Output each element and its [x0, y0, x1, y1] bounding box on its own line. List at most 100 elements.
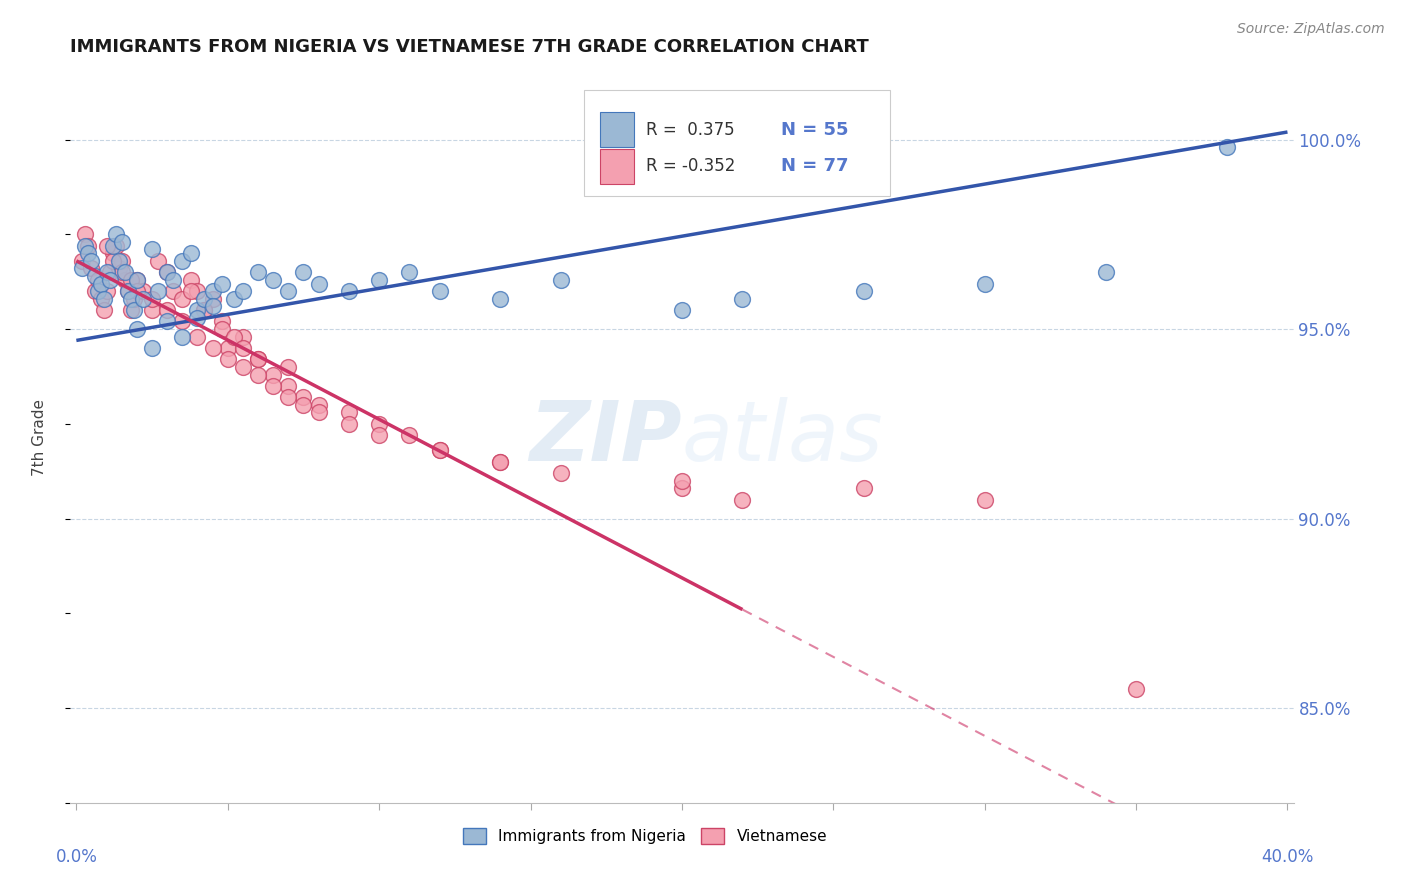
Point — [132, 292, 155, 306]
Point — [107, 253, 129, 268]
Point — [117, 284, 139, 298]
Point — [120, 292, 142, 306]
Text: 40.0%: 40.0% — [1261, 848, 1313, 866]
Point — [107, 261, 129, 276]
Point — [201, 341, 224, 355]
Point — [186, 310, 208, 325]
Point — [83, 268, 105, 283]
Point — [201, 299, 224, 313]
Point — [114, 273, 136, 287]
Text: N = 77: N = 77 — [780, 158, 848, 176]
Point — [222, 292, 245, 306]
Point — [93, 292, 115, 306]
Point — [101, 238, 124, 252]
Point — [125, 284, 148, 298]
Point — [277, 284, 299, 298]
FancyBboxPatch shape — [583, 90, 890, 195]
Point — [180, 284, 202, 298]
Point — [217, 341, 239, 355]
Point — [211, 314, 233, 328]
Point — [232, 329, 254, 343]
Point — [111, 235, 134, 249]
Point — [429, 443, 451, 458]
Point — [125, 273, 148, 287]
Point — [671, 303, 693, 318]
Point — [308, 398, 330, 412]
Point — [120, 273, 142, 287]
Point — [973, 492, 995, 507]
Point — [186, 329, 208, 343]
Point — [77, 246, 100, 260]
Point — [262, 273, 284, 287]
Text: ZIP: ZIP — [529, 397, 682, 477]
Point — [1094, 265, 1116, 279]
Point — [180, 273, 202, 287]
Text: IMMIGRANTS FROM NIGERIA VS VIETNAMESE 7TH GRADE CORRELATION CHART: IMMIGRANTS FROM NIGERIA VS VIETNAMESE 7T… — [70, 38, 869, 56]
Text: atlas: atlas — [682, 397, 883, 477]
Point — [98, 273, 121, 287]
Point — [193, 303, 215, 318]
Bar — [600, 149, 634, 184]
Text: R =  0.375: R = 0.375 — [647, 121, 735, 139]
Text: 0.0%: 0.0% — [55, 848, 97, 866]
Point — [337, 284, 360, 298]
Point — [368, 428, 391, 442]
Point — [973, 277, 995, 291]
Point — [337, 405, 360, 419]
Point — [489, 455, 512, 469]
Point — [156, 314, 179, 328]
Point — [292, 390, 315, 404]
Point — [146, 253, 169, 268]
Point — [132, 284, 155, 298]
Point — [368, 273, 391, 287]
Point — [80, 253, 103, 268]
Point — [86, 284, 108, 298]
Point — [80, 261, 103, 276]
Point — [852, 284, 875, 298]
Point — [117, 284, 139, 298]
Point — [104, 238, 127, 252]
Point — [141, 243, 163, 257]
Point — [111, 253, 134, 268]
Point — [104, 227, 127, 242]
Point — [211, 322, 233, 336]
Point — [277, 379, 299, 393]
Point — [277, 359, 299, 374]
Point — [368, 417, 391, 431]
Point — [489, 292, 512, 306]
Point — [247, 352, 270, 367]
Point — [156, 303, 179, 318]
Text: N = 55: N = 55 — [780, 121, 848, 139]
Point — [120, 303, 142, 318]
Point — [550, 273, 572, 287]
Point — [114, 265, 136, 279]
Point — [550, 466, 572, 480]
Point — [156, 265, 179, 279]
Point — [101, 253, 124, 268]
Point — [180, 246, 202, 260]
Point — [141, 292, 163, 306]
Point — [141, 303, 163, 318]
Point — [72, 253, 94, 268]
Point — [186, 303, 208, 318]
Point — [217, 352, 239, 367]
Point — [201, 284, 224, 298]
Point — [1216, 140, 1239, 154]
Point — [232, 341, 254, 355]
Point — [83, 284, 105, 298]
Legend: Immigrants from Nigeria, Vietnamese: Immigrants from Nigeria, Vietnamese — [457, 822, 834, 850]
Point — [211, 277, 233, 291]
Point — [247, 265, 270, 279]
Point — [489, 455, 512, 469]
Point — [308, 277, 330, 291]
Point — [731, 492, 754, 507]
Point — [337, 417, 360, 431]
Point — [222, 329, 245, 343]
Point — [125, 322, 148, 336]
Point — [72, 261, 94, 276]
Point — [429, 443, 451, 458]
Point — [731, 292, 754, 306]
Point — [122, 303, 145, 318]
Point — [98, 265, 121, 279]
Point — [75, 227, 97, 242]
